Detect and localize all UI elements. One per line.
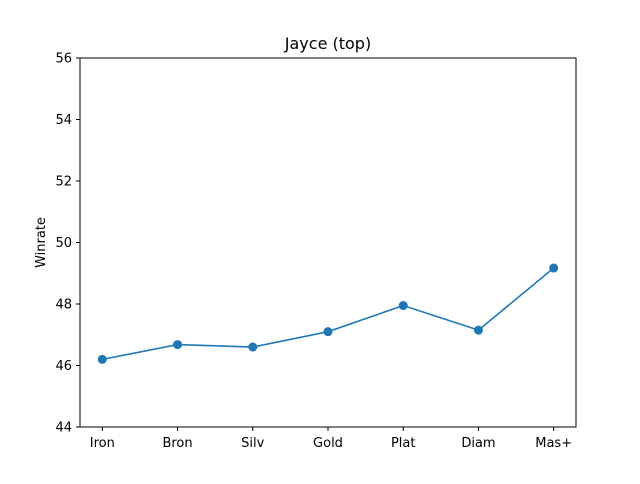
data-point-gold	[324, 327, 333, 336]
y-tick-label-52: 52	[55, 175, 72, 190]
chart-title: Jayce (top)	[284, 34, 371, 53]
y-tick-label-48: 48	[55, 298, 72, 313]
y-tick-label-44: 44	[55, 421, 72, 436]
data-point-diam	[474, 326, 483, 335]
data-point-iron	[98, 355, 107, 364]
y-tick-label-56: 56	[55, 52, 72, 67]
data-point-silv	[248, 343, 257, 352]
x-tick-label-silv: Silv	[241, 436, 264, 451]
x-tick-label-plat: Plat	[391, 436, 416, 451]
y-tick-label-46: 46	[55, 359, 72, 374]
x-tick-label-diam: Diam	[461, 436, 495, 451]
data-point-mas+	[549, 264, 558, 273]
x-tick-label-gold: Gold	[313, 436, 343, 451]
y-axis-label: Winrate	[34, 217, 49, 268]
y-tick-label-54: 54	[55, 113, 72, 128]
x-tick-label-iron: Iron	[90, 436, 115, 451]
data-point-plat	[399, 301, 408, 310]
data-point-bron	[173, 340, 182, 349]
x-tick-label-mas+: Mas+	[535, 436, 572, 451]
x-tick-label-bron: Bron	[162, 436, 192, 451]
y-tick-label-50: 50	[55, 236, 72, 251]
